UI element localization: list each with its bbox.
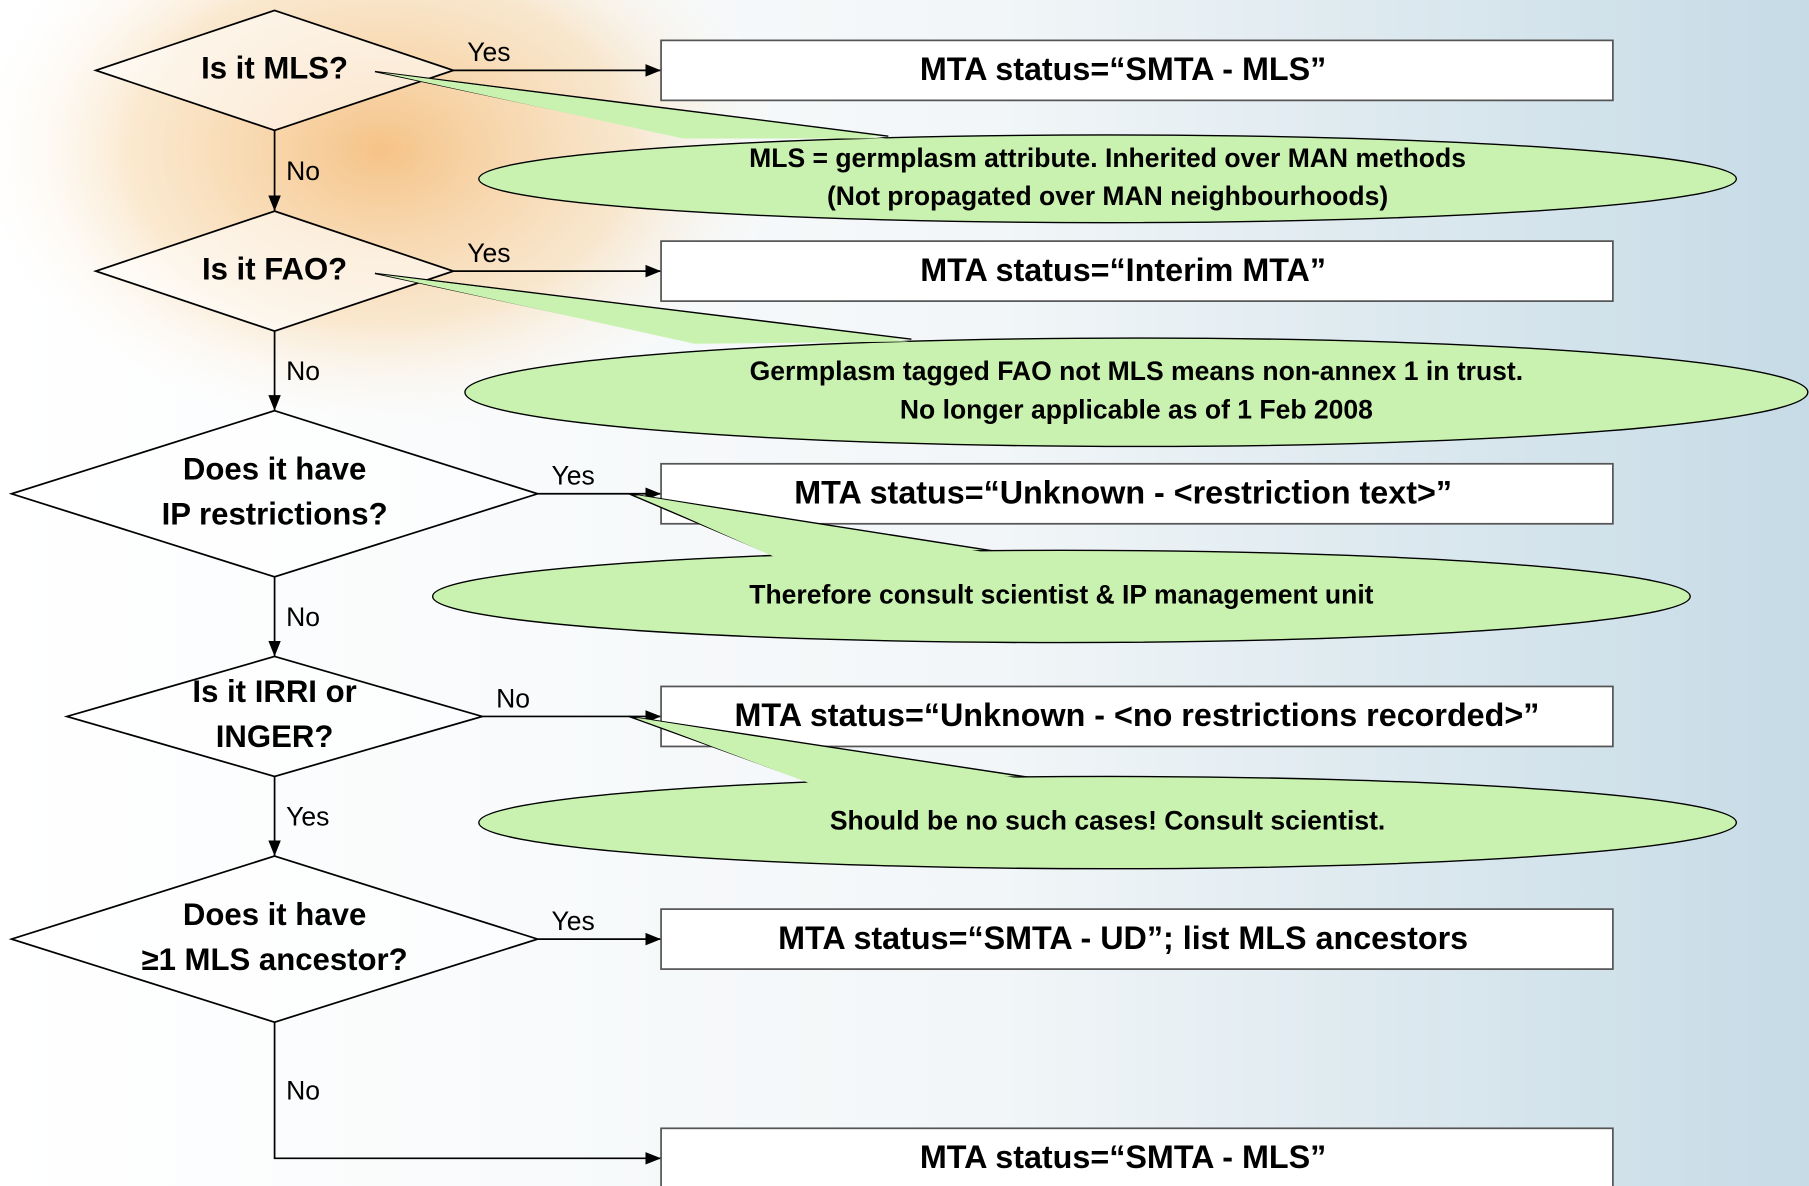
branch-label: Yes bbox=[467, 37, 510, 67]
branch-label: Yes bbox=[551, 461, 594, 491]
connector bbox=[273, 1022, 662, 1165]
decision-label: Is it FAO? bbox=[202, 251, 347, 286]
decision-label: INGER? bbox=[216, 719, 334, 754]
outcome-label: MTA status=“SMTA - MLS” bbox=[920, 51, 1326, 87]
decision-diamond bbox=[8, 409, 541, 578]
branch-label: Yes bbox=[467, 238, 510, 268]
outcome-box bbox=[660, 39, 1614, 102]
decision-diamond bbox=[63, 655, 486, 778]
callout-text: MLS = germplasm attribute. Inherited ove… bbox=[749, 143, 1466, 173]
outcome-box bbox=[660, 240, 1614, 302]
callout-text: Should be no such cases! Consult scienti… bbox=[830, 806, 1385, 836]
callout-text: Therefore consult scientist & IP managem… bbox=[749, 579, 1373, 609]
decision-label: Does it have bbox=[183, 897, 366, 932]
decision-label: Does it have bbox=[183, 452, 366, 487]
branch-label: No bbox=[286, 1076, 320, 1106]
outcome-label: MTA status=“SMTA - UD”; list MLS ancesto… bbox=[778, 920, 1468, 956]
outcome-box bbox=[660, 462, 1614, 525]
outcome-label: MTA status=“SMTA - MLS” bbox=[920, 1139, 1326, 1175]
callout-shape bbox=[635, 494, 1002, 558]
callout-shape bbox=[431, 549, 1691, 644]
branch-label: Yes bbox=[551, 906, 594, 936]
callout-text: No longer applicable as of 1 Feb 2008 bbox=[900, 394, 1373, 424]
callout-shape bbox=[478, 134, 1738, 224]
decision-label: Is it IRRI or bbox=[192, 674, 356, 709]
callout-shape bbox=[464, 337, 1809, 448]
branch-label: Yes bbox=[286, 802, 329, 832]
branch-label: No bbox=[286, 356, 320, 386]
callout-shape bbox=[635, 717, 1037, 784]
callout-text: (Not propagated over MAN neighbourhoods) bbox=[827, 181, 1388, 211]
branch-label: No bbox=[286, 156, 320, 186]
decision-diamond bbox=[8, 855, 541, 1024]
decision-label: Is it MLS? bbox=[201, 51, 348, 86]
outcome-label: MTA status=“Unknown - <restriction text>… bbox=[794, 474, 1452, 510]
decision-diamond bbox=[93, 9, 457, 132]
outcome-label: MTA status=“Interim MTA” bbox=[920, 252, 1326, 288]
callout-shape bbox=[478, 775, 1738, 870]
branch-label: No bbox=[496, 683, 530, 713]
outcome-box bbox=[660, 1127, 1614, 1186]
decision-label: IP restrictions? bbox=[162, 496, 388, 531]
callout-shape bbox=[381, 274, 910, 344]
branch-label: No bbox=[286, 602, 320, 632]
outcome-box bbox=[660, 685, 1614, 748]
outcome-label: MTA status=“Unknown - <no restrictions r… bbox=[735, 697, 1540, 733]
callout-text: Germplasm tagged FAO not MLS means non-a… bbox=[750, 356, 1523, 386]
outcome-box bbox=[660, 908, 1614, 970]
decision-diamond bbox=[93, 210, 457, 333]
decision-label: ≥1 MLS ancestor? bbox=[142, 942, 408, 977]
